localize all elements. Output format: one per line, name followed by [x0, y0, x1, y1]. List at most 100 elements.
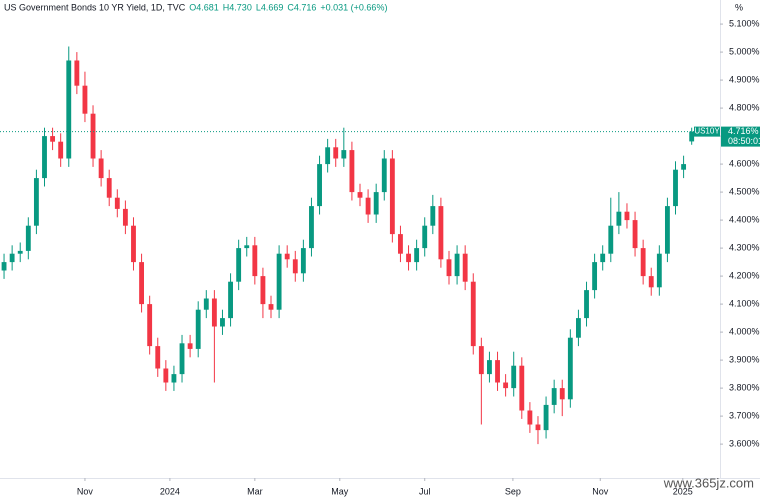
last-price-label: 4.716% [728, 126, 759, 136]
candle-body [122, 208, 128, 226]
ohlc-value: L4.669 [256, 2, 284, 12]
candle-body [567, 337, 573, 400]
candle-body [155, 346, 161, 369]
change-value: +0.031 (+0.66%) [320, 2, 387, 12]
candle-body [365, 197, 371, 215]
candle-body [487, 360, 492, 375]
candle-body [284, 253, 290, 260]
candle-body [624, 211, 630, 221]
y-tick-label: 4.600% [729, 158, 760, 168]
candle-body [454, 253, 460, 277]
candle-body [656, 253, 662, 288]
candle-body [470, 281, 476, 347]
candle-body [179, 343, 185, 375]
y-tick-label: 3.600% [729, 438, 760, 448]
candle-body [252, 245, 258, 277]
candle-body [244, 245, 250, 249]
candle-body [90, 113, 96, 159]
y-tick-label: 4.900% [729, 74, 760, 84]
y-tick-label: 4.100% [729, 298, 760, 308]
candle-body [462, 253, 468, 282]
candle-body [9, 253, 15, 263]
candle-body [211, 298, 217, 327]
x-tick-label: Nov [592, 486, 609, 496]
x-tick-label: Sep [505, 486, 521, 496]
y-tick-label: 4.800% [729, 102, 760, 112]
candle-body [98, 158, 104, 179]
candle-body [33, 178, 39, 226]
candle-body [519, 365, 525, 411]
candle-body [341, 150, 347, 159]
candle-body [17, 250, 23, 254]
candle-body [495, 360, 500, 383]
candle-body [689, 131, 695, 142]
candle-body [74, 60, 80, 86]
y-tick-label: 3.700% [729, 410, 760, 420]
candle-body [398, 234, 403, 254]
candle-body [478, 346, 484, 375]
candle-body [139, 262, 144, 305]
candle-body [584, 290, 589, 319]
candle-body [220, 318, 225, 327]
y-tick-label: 5.000% [729, 46, 760, 56]
axis-unit: % [735, 2, 743, 12]
x-tick-label: Nov [77, 486, 94, 496]
candle-body [131, 225, 136, 263]
candle-body [438, 206, 444, 260]
candle-body [430, 206, 436, 226]
candle-body [66, 60, 72, 159]
candle-body [317, 164, 322, 207]
ohlc-value: H4.730 [223, 2, 252, 12]
candle-body [414, 248, 420, 263]
candle-body [446, 259, 452, 277]
candle-body [187, 343, 193, 349]
last-price-box [721, 126, 760, 147]
y-tick-label: 3.900% [729, 354, 760, 364]
candle-body [50, 136, 56, 142]
candle-body [503, 382, 509, 389]
candle-body [236, 248, 242, 282]
candle-body [600, 253, 606, 263]
x-tick-label: Jul [419, 486, 431, 496]
candle-body [664, 206, 670, 254]
candle-body [381, 158, 387, 193]
candle-body [276, 253, 282, 310]
candle-body [406, 253, 411, 263]
candle-body [1, 262, 7, 271]
candle-body [25, 225, 31, 251]
candle-body [576, 318, 581, 338]
candle-body [292, 259, 298, 274]
x-tick-label: May [331, 486, 349, 496]
candle-body [559, 388, 565, 400]
candle-body [511, 365, 517, 389]
y-tick-label: 4.300% [729, 242, 760, 252]
candle-body [373, 192, 379, 215]
candle-body [195, 309, 201, 349]
candle-body [333, 147, 339, 159]
candle-body [114, 197, 120, 209]
candle-body [228, 281, 233, 319]
candle-body [648, 276, 654, 288]
watermark: www.365jz.com [663, 475, 754, 490]
candle-body [82, 85, 88, 114]
candle-body [608, 225, 614, 254]
candle-body [203, 298, 209, 310]
candle-body [349, 150, 355, 193]
candle-body [325, 147, 331, 165]
y-tick-label: 4.400% [729, 214, 760, 224]
y-tick-label: 4.200% [729, 270, 760, 280]
candle-body [640, 248, 646, 277]
candle-body [147, 304, 153, 347]
candle-body [300, 248, 306, 274]
candle-body [171, 374, 177, 383]
candle-body [268, 304, 274, 310]
chart-title: US Government Bonds 10 YR Yield, 1D, TVC [4, 2, 186, 12]
x-tick-label: Mar [247, 486, 263, 496]
ohlc-value: O4.681 [189, 2, 219, 12]
candle-body [551, 388, 557, 405]
symbol-box [694, 126, 720, 137]
candle-body [260, 276, 266, 305]
symbol-label: US10Y [694, 127, 720, 136]
